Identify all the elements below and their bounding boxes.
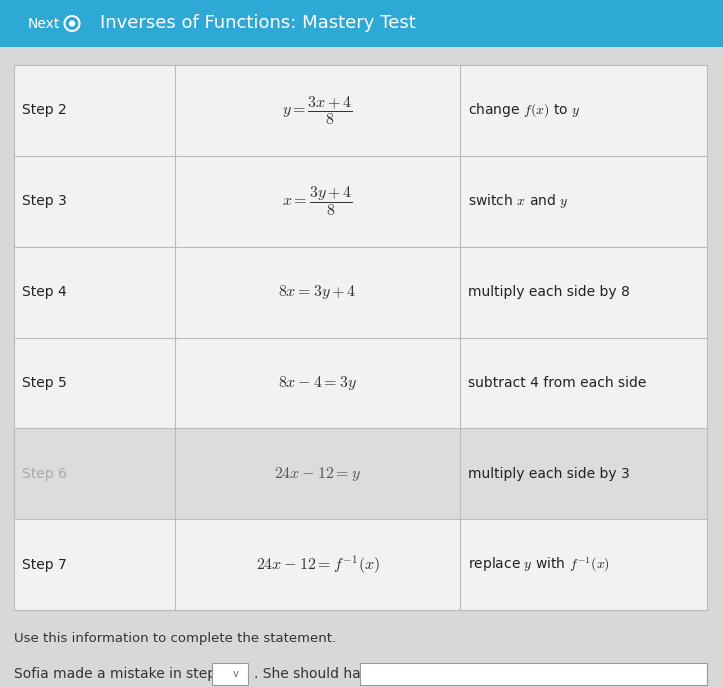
- Text: change $f(x)$ to $y$: change $f(x)$ to $y$: [468, 102, 581, 120]
- Text: $24x - 12 = y$: $24x - 12 = y$: [274, 464, 361, 483]
- Text: multiply each side by 8: multiply each side by 8: [468, 285, 630, 299]
- Bar: [14, 337, 707, 428]
- Text: Step 2: Step 2: [22, 104, 67, 117]
- Text: Step 4: Step 4: [22, 285, 67, 299]
- Bar: [14, 65, 707, 156]
- Text: $y = \dfrac{3x+4}{8}$: $y = \dfrac{3x+4}{8}$: [282, 94, 353, 127]
- Text: $x = \dfrac{3y+4}{8}$: $x = \dfrac{3y+4}{8}$: [282, 184, 353, 218]
- Text: Step 7: Step 7: [22, 558, 67, 572]
- Text: Step 3: Step 3: [22, 194, 67, 208]
- Text: Use this information to complete the statement.: Use this information to complete the sta…: [14, 632, 336, 645]
- Text: Step 6: Step 6: [22, 466, 67, 481]
- Text: $8x = 3y + 4$: $8x = 3y + 4$: [278, 283, 356, 301]
- Circle shape: [69, 21, 74, 26]
- Text: $8x - 4 = 3y$: $8x - 4 = 3y$: [278, 374, 357, 392]
- Text: replace $y$ with $f^{-1}(x)$: replace $y$ with $f^{-1}(x)$: [468, 555, 610, 574]
- Bar: [0, 0, 723, 47]
- Text: . She should have: . She should have: [254, 667, 377, 681]
- Text: Sofia made a mistake in step: Sofia made a mistake in step: [14, 667, 216, 681]
- Bar: [360, 663, 707, 685]
- Text: Step 5: Step 5: [22, 376, 67, 390]
- Text: Inverses of Functions: Mastery Test: Inverses of Functions: Mastery Test: [100, 14, 416, 32]
- Bar: [14, 156, 707, 247]
- Bar: [14, 519, 707, 610]
- Bar: [212, 663, 248, 685]
- Text: Next: Next: [28, 16, 61, 30]
- Text: $24x - 12 = f^{-1}(x)$: $24x - 12 = f^{-1}(x)$: [255, 553, 380, 576]
- Text: subtract 4 from each side: subtract 4 from each side: [468, 376, 646, 390]
- Text: v: v: [233, 669, 239, 679]
- Text: multiply each side by 3: multiply each side by 3: [468, 466, 630, 481]
- Bar: [14, 428, 707, 519]
- Text: switch $x$ and $y$: switch $x$ and $y$: [468, 192, 568, 210]
- Bar: [14, 247, 707, 337]
